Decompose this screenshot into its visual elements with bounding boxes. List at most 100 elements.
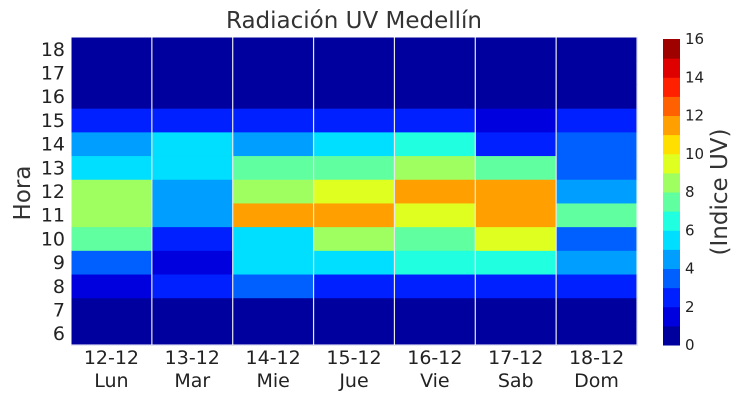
y-tick-label: 14	[41, 134, 65, 156]
colorbar-segment	[663, 134, 680, 155]
colorbar-segment	[663, 153, 680, 174]
heatmap-cell	[313, 179, 396, 204]
colorbar-ticks: 0 2 4 6 8 10 12 14 16	[685, 30, 704, 354]
x-tick-date: 18-12	[569, 347, 624, 369]
plot-frame	[70, 36, 638, 346]
colorbar-tick-label: 4	[685, 260, 695, 278]
heatmap-cell	[475, 60, 557, 85]
heatmap-cell	[151, 297, 234, 322]
heatmap-cell	[556, 108, 638, 133]
heatmap-cell	[71, 60, 153, 85]
heatmap-cell	[232, 179, 315, 204]
x-tick-day: Mie	[256, 370, 289, 392]
heatmap-cell	[313, 250, 396, 275]
heatmap-cell	[232, 155, 315, 180]
x-tick-date: 17-12	[488, 347, 543, 369]
y-tick-label: 9	[53, 252, 65, 274]
heatmap-cell	[71, 155, 153, 180]
heatmap-cell	[71, 226, 153, 251]
y-axis-label: Hora	[10, 166, 36, 221]
x-tick-date: 13-12	[165, 347, 220, 369]
heatmap-cell	[71, 179, 153, 204]
heatmap-cell	[556, 155, 638, 180]
heatmap-cell	[71, 37, 153, 62]
heatmap-cell	[232, 273, 315, 299]
heatmap-cell	[232, 202, 315, 228]
x-tick-date: 12-12	[84, 347, 139, 369]
y-tick-label: 7	[53, 299, 65, 321]
heatmap-cell	[151, 37, 234, 62]
x-tick-date: 14-12	[246, 347, 301, 369]
x-tick-day: Sab	[498, 370, 534, 392]
column-separators	[151, 37, 557, 345]
heatmap-cell	[313, 202, 396, 228]
x-tick-day: Lun	[94, 370, 128, 392]
colorbar-tick-label: 6	[685, 221, 695, 239]
heatmap-cell	[313, 60, 396, 85]
heatmap-cell	[556, 202, 638, 228]
colorbar-tick-label: 8	[685, 183, 695, 201]
heatmap-cell	[313, 155, 396, 180]
heatmap-cell	[394, 155, 476, 180]
heatmap-cell	[475, 250, 557, 275]
heatmap-cell	[232, 60, 315, 85]
colorbar-segment	[663, 192, 680, 212]
heatmap-cell	[71, 250, 153, 275]
colorbar-segment	[663, 249, 680, 270]
x-tick-day: Mar	[174, 370, 210, 392]
y-tick-label: 15	[41, 110, 65, 132]
heatmap-cell	[394, 250, 476, 275]
colorbar-segment	[663, 306, 680, 327]
colorbar-segment	[663, 287, 680, 308]
heatmap-cell	[394, 179, 476, 204]
heatmap-cell	[313, 226, 396, 251]
heatmap-cell	[475, 84, 557, 109]
heatmap-cell	[71, 84, 153, 109]
heatmap-cell	[151, 226, 234, 251]
heatmap-cell	[556, 273, 638, 299]
heatmap-cell	[475, 155, 557, 180]
heatmap-cell	[313, 321, 396, 346]
heatmap-cell	[394, 84, 476, 109]
colorbar-segment	[663, 58, 680, 78]
heatmap-cell	[394, 202, 476, 228]
heatmap-cell	[475, 108, 557, 133]
heatmap-cell	[71, 321, 153, 346]
heatmap-cell	[151, 179, 234, 204]
y-tick-label: 13	[41, 157, 65, 179]
y-tick-label: 8	[53, 276, 65, 298]
heatmap-cell	[232, 321, 315, 346]
heatmap-cell	[151, 84, 234, 109]
heatmap-cell	[151, 60, 234, 85]
x-tick-date: 15-12	[326, 347, 381, 369]
heatmap-cell	[232, 131, 315, 157]
heatmap-cell	[71, 131, 153, 157]
heatmap-cell	[475, 297, 557, 322]
colorbar-segment	[663, 230, 680, 250]
heatmap-cell	[151, 250, 234, 275]
colorbar-tick-label: 2	[685, 298, 695, 316]
colorbar-label: (Indice UV)	[707, 129, 733, 256]
y-tick-label: 11	[41, 205, 65, 227]
x-tick-day: Vie	[420, 370, 450, 392]
heatmap-cell	[556, 37, 638, 62]
heatmap-cell	[475, 226, 557, 251]
x-tick-day: Jue	[338, 370, 368, 392]
colorbar-segment	[663, 115, 680, 136]
heatmap-cell	[313, 131, 396, 157]
colorbar-tick-label: 16	[685, 30, 704, 48]
y-tick-label: 6	[53, 323, 65, 345]
colorbar-segment	[663, 96, 680, 117]
y-tick-label: 17	[41, 63, 65, 85]
y-tick-label: 12	[41, 181, 65, 203]
chart-title: Radiación UV Medellín	[226, 8, 482, 34]
heatmap-cell	[232, 226, 315, 251]
heatmap-cell	[556, 321, 638, 346]
heatmap-cell	[232, 84, 315, 109]
heatmap-cell	[394, 297, 476, 322]
heatmap-cell	[232, 108, 315, 133]
x-tick-date: 16-12	[407, 347, 462, 369]
heatmap-cell	[313, 84, 396, 109]
